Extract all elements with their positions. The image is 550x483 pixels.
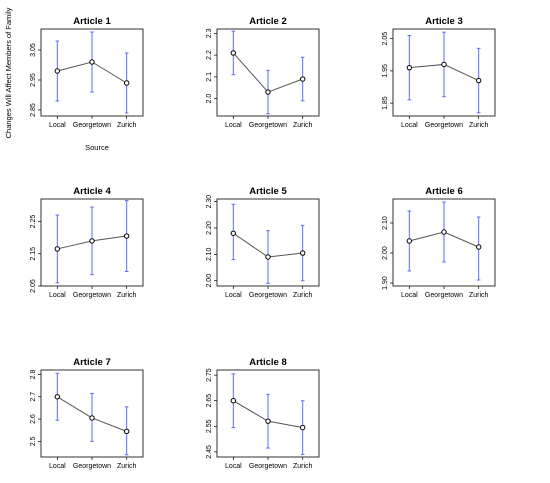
y-tick-label: 1.95 — [382, 64, 389, 78]
data-point — [441, 61, 447, 68]
y-tick-label: 2.20 — [206, 221, 213, 235]
figure-ylabel: Changes Will Affect Members of Family — [4, 7, 13, 138]
data-point — [230, 50, 237, 56]
y-tick-label: 2.65 — [206, 394, 213, 408]
y-tick-label: 2.7 — [30, 392, 37, 402]
x-tick-label: Zurich — [117, 463, 137, 470]
data-point — [475, 244, 482, 250]
data-point — [123, 233, 130, 239]
panel-title: Article 1 — [73, 16, 111, 27]
panel-title: Article 6 — [425, 186, 463, 197]
y-tick-label: 2.3 — [206, 28, 213, 38]
x-tick-label: Georgetown — [249, 463, 287, 470]
x-tick-label: Zurich — [469, 292, 489, 299]
y-tick-label: 2.05 — [382, 32, 389, 46]
y-tick-label: 2.05 — [30, 279, 37, 293]
x-tick-label: Local — [49, 463, 66, 470]
panel-article-8: Article 8 2.45 2.55 2.65 2.75 Local Georgetown… — [206, 357, 320, 470]
x-tick-label: Local — [49, 292, 66, 299]
x-tick-label: Local — [225, 463, 242, 470]
x-tick-label: Zurich — [293, 292, 313, 299]
panel-title: Article 4 — [73, 186, 111, 197]
panel-title: Article 5 — [249, 186, 287, 197]
data-point — [299, 424, 306, 431]
data-point — [265, 89, 271, 95]
y-tick-label: 2.5 — [30, 436, 37, 446]
panel-article-1: Article 1 2.85 2.95 3.05 Local Georgetown Zuri… — [30, 16, 144, 129]
x-tick-label: Georgetown — [73, 463, 111, 470]
data-point — [299, 76, 306, 82]
panel-article-7: Article 7 2.5 2.6 2.7 2.8 Local Georgetown Zuri… — [30, 357, 144, 470]
panel-title: Article 2 — [249, 16, 287, 27]
panel-article-6: Article 6 1.90 2.00 2.10 Local Georgetown Zuri… — [382, 186, 496, 299]
x-tick-label: Local — [49, 122, 66, 129]
data-point — [230, 398, 237, 404]
data-point — [123, 428, 130, 435]
x-tick-label: Zurich — [469, 122, 489, 129]
y-tick-label: 2.2 — [206, 50, 213, 60]
data-point — [230, 230, 237, 236]
x-tick-label: Local — [225, 122, 242, 129]
x-tick-label: Georgetown — [249, 292, 287, 299]
y-tick-label: 2.1 — [206, 72, 213, 82]
y-tick-label: 2.95 — [30, 73, 37, 87]
data-point — [54, 68, 61, 74]
y-tick-label: 2.00 — [382, 246, 389, 260]
y-tick-label: 2.10 — [382, 216, 389, 230]
y-tick-label: 2.55 — [206, 419, 213, 433]
y-tick-label: 2.85 — [30, 103, 37, 117]
panel-article-4: Article 4 2.05 2.15 2.25 Local Georgetown Zuri… — [30, 186, 144, 299]
x-tick-label: Georgetown — [73, 122, 111, 129]
data-point — [89, 415, 95, 421]
panel-title: Article 7 — [73, 357, 111, 368]
data-point — [89, 238, 95, 244]
data-point — [475, 77, 482, 84]
x-tick-label: Zurich — [293, 463, 313, 470]
x-tick-label: Local — [401, 292, 418, 299]
y-tick-label: 2.45 — [206, 445, 213, 459]
data-point — [406, 64, 413, 71]
y-tick-label: 2.75 — [206, 368, 213, 382]
x-tick-label: Georgetown — [425, 122, 463, 129]
x-tick-label: Zurich — [117, 292, 137, 299]
x-tick-label: Zurich — [117, 122, 137, 129]
data-point — [89, 59, 95, 65]
panel-title: Article 3 — [425, 16, 463, 27]
data-point — [441, 229, 447, 235]
panel-article-2: Article 2 2.0 2.1 2.2 2.3 Local Georgetown Zuri… — [206, 16, 320, 129]
y-tick-label: 2.25 — [30, 215, 37, 229]
x-tick-label: Georgetown — [73, 292, 111, 299]
y-tick-label: 2.6 — [30, 414, 37, 424]
data-point — [406, 238, 413, 244]
y-tick-label: 2.00 — [206, 274, 213, 288]
y-tick-label: 2.0 — [206, 94, 213, 104]
data-point — [54, 394, 61, 400]
panel-article-5: Article 5 2.00 2.10 2.20 2.30 Local Georgetown… — [206, 186, 320, 299]
data-point — [54, 246, 61, 252]
x-tick-label: Local — [225, 292, 242, 299]
data-point — [265, 418, 271, 424]
y-tick-label: 2.10 — [206, 247, 213, 261]
y-tick-label: 2.15 — [30, 247, 37, 261]
y-tick-label: 2.8 — [30, 369, 37, 379]
x-tick-label: Georgetown — [425, 292, 463, 299]
data-point — [265, 254, 271, 260]
y-tick-label: 2.30 — [206, 195, 213, 209]
y-tick-label: 3.05 — [30, 43, 37, 57]
panel-article-3: Article 3 1.85 1.95 2.05 Local Georgetown Zuri… — [382, 16, 496, 129]
data-point — [299, 250, 306, 256]
x-tick-label: Georgetown — [249, 122, 287, 129]
data-point — [123, 80, 130, 86]
y-tick-label: 1.90 — [382, 276, 389, 290]
figure-xlabel: Source — [85, 143, 109, 152]
x-tick-label: Local — [401, 122, 418, 129]
y-tick-label: 1.85 — [382, 96, 389, 110]
x-tick-label: Zurich — [293, 122, 313, 129]
panel-title: Article 8 — [249, 357, 287, 368]
